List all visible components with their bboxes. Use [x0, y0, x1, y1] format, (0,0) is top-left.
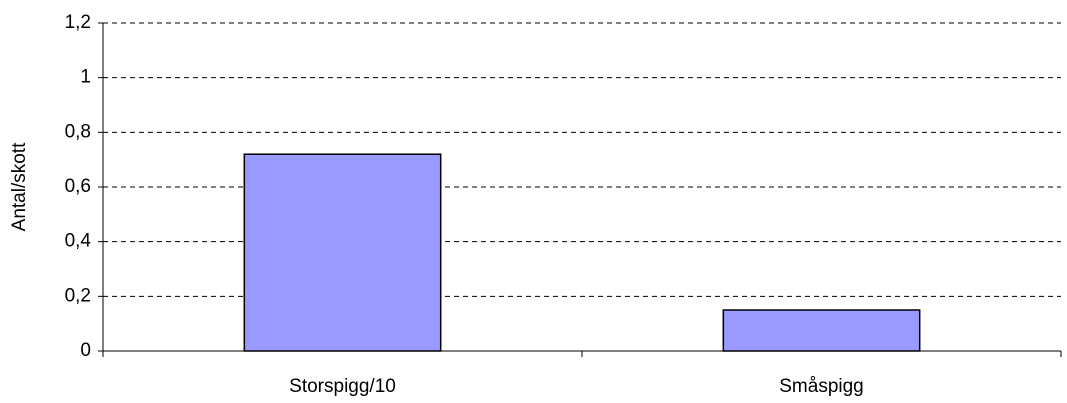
y-tick-label: 1,2: [65, 12, 91, 33]
bar: [722, 309, 921, 352]
y-tick-label: 0,4: [65, 231, 92, 252]
y-tick-label: 1: [80, 67, 91, 88]
y-tick-label: 0: [80, 340, 91, 361]
y-tick-label: 0,6: [65, 176, 91, 197]
y-tick-label: 0,8: [65, 121, 91, 142]
y-axis-label: Antal/skott: [9, 142, 30, 231]
x-tick-label: Storspigg/10: [289, 376, 396, 397]
x-tick-label: Småspigg: [779, 376, 864, 397]
bar: [243, 153, 442, 352]
y-tick-label: 0,2: [65, 285, 91, 306]
